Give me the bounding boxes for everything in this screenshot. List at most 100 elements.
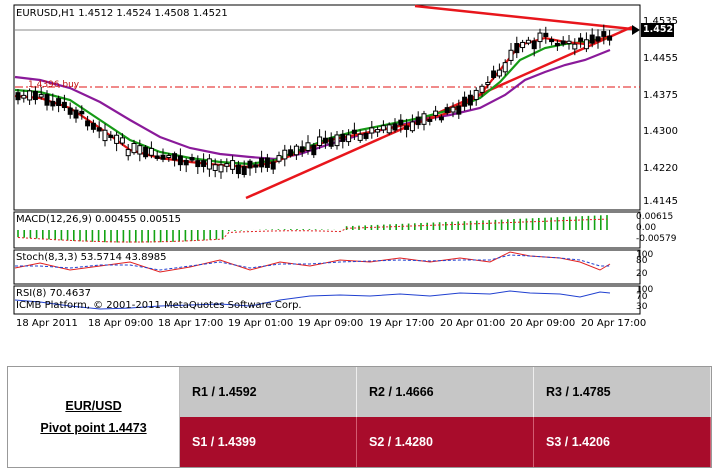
candle-body (15, 92, 21, 101)
price-chart[interactable]: EURUSD,H1 1.4512 1.4524 1.4508 1.4521 1.… (0, 0, 717, 340)
candle-body (572, 43, 578, 50)
candle-body (351, 129, 357, 134)
candle-body (479, 85, 485, 93)
candle-body (259, 157, 265, 168)
support-s2: S2 / 1.4280 (357, 417, 534, 467)
candle-body (357, 133, 363, 141)
candle-body (525, 39, 531, 44)
candle-body (299, 146, 305, 153)
pair-name: EUR/USD (65, 399, 122, 413)
candle-body (166, 154, 172, 158)
rsi-label: RSI(8) 70.4637 (16, 288, 91, 299)
pivot-table: EUR/USD Pivot point 1.4473 R1 / 1.4592 R… (7, 366, 712, 468)
candle-body (230, 160, 236, 170)
candle-body (328, 137, 334, 147)
price-marker-arrow (632, 25, 640, 35)
candle-body (415, 116, 421, 126)
time-label: 20 Apr 09:00 (510, 318, 576, 329)
price-tick: 1.4375 (643, 90, 678, 101)
stoch-signal-line (15, 254, 610, 271)
candle-body (467, 94, 473, 106)
stoch-tick: 100 (636, 250, 654, 260)
candle-body (433, 110, 439, 116)
pivot-summary: EUR/USD Pivot point 1.4473 (8, 367, 180, 467)
candle-body (601, 31, 607, 37)
stoch-tick: 80 (636, 256, 648, 266)
candlestick-series (15, 24, 613, 179)
candle-body (421, 113, 427, 125)
price-tick: 1.4145 (643, 196, 678, 207)
candle-body (148, 147, 154, 156)
candle-body (172, 153, 178, 161)
candle-body (201, 160, 207, 167)
candle-body (311, 144, 317, 156)
candle-body (583, 39, 589, 50)
candle-body (160, 154, 166, 160)
main-pane-frame (13, 4, 641, 211)
macd-label: MACD(12,26,9) 0.00455 0.00515 (16, 214, 182, 225)
candle-body (206, 158, 212, 170)
candle-body (108, 134, 114, 138)
macd-tick: -0.00579 (636, 234, 677, 244)
time-label: 19 Apr 01:00 (228, 318, 294, 329)
candle-body (27, 90, 33, 101)
candle-body (38, 94, 44, 98)
macd-tick: 0.00 (636, 223, 657, 233)
resistance-r3: R3 / 1.4785 (534, 367, 711, 417)
candle-body (444, 107, 450, 114)
candle-body (456, 105, 462, 115)
candle-body (125, 149, 131, 157)
price-tick: 1.4535 (643, 16, 678, 27)
candle-body (21, 94, 27, 99)
price-tick: 1.4455 (643, 53, 678, 64)
candle-body (32, 90, 38, 101)
time-label: 18 Apr 09:00 (88, 318, 154, 329)
candle-body (195, 160, 201, 168)
candle-body (485, 82, 491, 86)
candle-body (404, 125, 410, 130)
candle-body (543, 32, 549, 38)
candle-body (288, 149, 294, 156)
candle-body (247, 160, 253, 169)
price-tick: 1.4220 (643, 163, 678, 174)
candle-body (346, 134, 352, 143)
candle-body (96, 127, 102, 132)
candle-body (334, 134, 340, 147)
candle-body (462, 96, 468, 107)
candle-body (427, 118, 433, 122)
candle-body (491, 70, 497, 78)
candle-body (537, 32, 543, 43)
candle-body (293, 145, 299, 156)
candle-body (520, 41, 526, 49)
candle-body (398, 119, 404, 126)
candle-body (322, 137, 328, 144)
candle-body (438, 116, 444, 121)
macd-tick: 0.00615 (636, 212, 674, 222)
candle-body (282, 149, 288, 160)
candle-body (253, 164, 259, 168)
candle-body (363, 132, 369, 139)
resistance-r2: R2 / 1.4666 (357, 367, 534, 417)
candle-body (131, 142, 137, 154)
falling-trendline (414, 4, 633, 31)
candle-body (380, 125, 386, 131)
current-price-value: 1.4521 (643, 24, 680, 35)
candle-body (589, 34, 595, 44)
candle-body (473, 89, 479, 100)
candle-body (154, 155, 160, 159)
candle-body (90, 122, 96, 130)
candle-body (61, 101, 67, 109)
candle-body (264, 157, 270, 168)
candle-body (183, 159, 189, 166)
candle-body (502, 62, 508, 73)
time-label: 19 Apr 17:00 (369, 318, 435, 329)
candle-body (305, 142, 311, 151)
rsi-tick: 30 (636, 302, 648, 312)
candle-body (137, 145, 143, 155)
candle-body (340, 133, 346, 142)
candle-body (56, 98, 62, 107)
candle-body (386, 124, 392, 134)
candle-body (375, 129, 381, 133)
candle-body (317, 136, 323, 146)
candle-body (560, 40, 566, 45)
